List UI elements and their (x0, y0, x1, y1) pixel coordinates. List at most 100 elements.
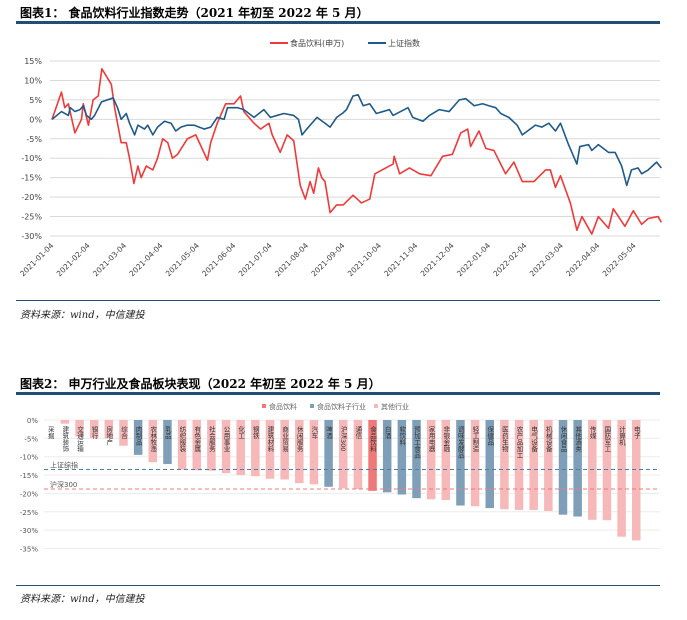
bar-other (75, 420, 84, 437)
reference-line-label: 上证综指 (50, 461, 78, 470)
legend-label: 食品饮料子行业 (317, 402, 366, 411)
figure1-source: 资料来源：wind，中信建投 (20, 310, 145, 321)
category-label: 公用事业 (222, 426, 230, 452)
y-tick-label: -15% (20, 472, 38, 480)
bar-main (368, 420, 377, 491)
bar-other (617, 420, 626, 537)
category-label: 乳品 (163, 425, 171, 441)
category-label: 交通运输 (76, 425, 84, 454)
category-label: 采掘 (46, 425, 54, 441)
category-label: 白酒 (383, 425, 391, 441)
figure2-title: 图表2： 申万行业及食品板块表现（2022 年初至 2022 年 5 月） (20, 377, 381, 391)
bar-other (632, 420, 641, 541)
bar-sub (412, 420, 421, 499)
bar-other (353, 420, 363, 489)
legend-swatch (374, 404, 378, 408)
bar-other (221, 420, 231, 474)
figure1-line-chart: 15%10%5%0%-5%-10%-15%-20%-25%-30%2021-01… (18, 38, 663, 278)
figure1-bottom-rule (16, 300, 660, 301)
category-label: 啤酒 (325, 425, 333, 441)
y-tick-label: -30% (20, 527, 38, 535)
legend-label: 食品饮料 (269, 402, 297, 411)
category-label: 传媒 (588, 425, 596, 441)
food-beverage-series-line (51, 67, 663, 235)
category-label: 调味发酵品 (456, 425, 464, 460)
category-label: 农林牧渔 (149, 425, 157, 454)
bar-other (470, 420, 480, 507)
category-label: 预加工食品 (412, 425, 420, 460)
bar-other (104, 420, 114, 439)
category-label: 保健品 (486, 425, 494, 447)
category-label: 社会服务 (207, 425, 215, 454)
bar-sub (133, 420, 143, 455)
figure1-title: 图表1： 食品饮料行业指数走势（2021 年初至 2022 年 5 月） (20, 6, 369, 20)
category-label: 国防军工 (603, 426, 611, 453)
category-label: 钢铁 (251, 426, 259, 441)
y-tick-label: -35% (20, 545, 38, 553)
category-label: 通信 (354, 425, 362, 441)
y-tick-label: 15% (24, 57, 42, 66)
category-label: 轻工制造 (471, 425, 479, 454)
bar-other (529, 420, 538, 510)
bar-other (500, 420, 509, 510)
bar-other (544, 420, 553, 512)
category-label: 机械设备 (544, 425, 552, 454)
bar-sub (573, 420, 582, 517)
category-label: 化工 (237, 425, 245, 440)
category-label: 医药生物 (500, 426, 508, 454)
category-label: 农产品加工 (515, 425, 523, 459)
category-label: 银行 (90, 425, 98, 441)
shanghai-index-series-line (51, 94, 662, 187)
bar-other (339, 420, 348, 489)
y-tick-label: -5% (26, 135, 42, 144)
bar-other (177, 420, 187, 470)
legend-swatch (262, 404, 266, 408)
bar-other (119, 420, 128, 446)
bar-other (280, 420, 289, 480)
y-tick-label: 0% (29, 115, 42, 124)
bar-other (148, 420, 158, 463)
y-tick-label: -25% (21, 213, 42, 222)
category-label: 汽车 (310, 425, 318, 441)
category-label: 建筑材料 (266, 425, 274, 454)
figure2-source: 资料来源：wind，中信建投 (20, 594, 145, 605)
y-tick-label: -5% (24, 435, 38, 443)
category-label: 非银金融 (442, 425, 450, 454)
category-label: 综合 (119, 425, 127, 441)
y-tick-label: -20% (21, 193, 42, 202)
y-tick-label: -15% (21, 174, 42, 183)
bar-other (309, 420, 319, 485)
category-label: 电气设备 (530, 425, 538, 454)
category-label: 家用电器 (427, 425, 435, 454)
bar-other (207, 420, 216, 471)
figure1-title-rule (16, 21, 660, 24)
bar-other (295, 420, 304, 484)
category-label: 建筑装饰 (61, 425, 69, 454)
category-label: 纺织服装 (178, 425, 186, 454)
bar-other (514, 420, 524, 510)
bar-other (441, 420, 451, 501)
y-tick-label: -30% (21, 232, 42, 241)
category-label: 计算机 (618, 425, 626, 447)
bar-sub (382, 420, 392, 493)
bar-sub (324, 420, 333, 487)
category-label: 其他酒类 (574, 426, 582, 454)
legend-label: 其他行业 (381, 402, 409, 411)
category-label: 食品饮料 (369, 425, 377, 454)
bar-other (236, 420, 245, 476)
bar-other (60, 420, 70, 424)
y-tick-label: 10% (24, 76, 42, 85)
y-tick-label: 5% (29, 96, 42, 105)
figure2-bottom-rule (16, 585, 660, 586)
y-tick-label: 0% (27, 417, 38, 425)
category-label: 沪深300 (339, 425, 347, 452)
category-label: 软饮料 (398, 425, 406, 447)
bar-other (89, 420, 99, 439)
bar-other (602, 420, 612, 521)
bar-other (265, 420, 275, 479)
y-tick-label: -25% (20, 509, 38, 517)
bar-sub (397, 420, 407, 495)
y-tick-label: -10% (20, 454, 38, 462)
category-label: 电子 (632, 425, 640, 440)
y-tick-label: -20% (20, 490, 38, 498)
